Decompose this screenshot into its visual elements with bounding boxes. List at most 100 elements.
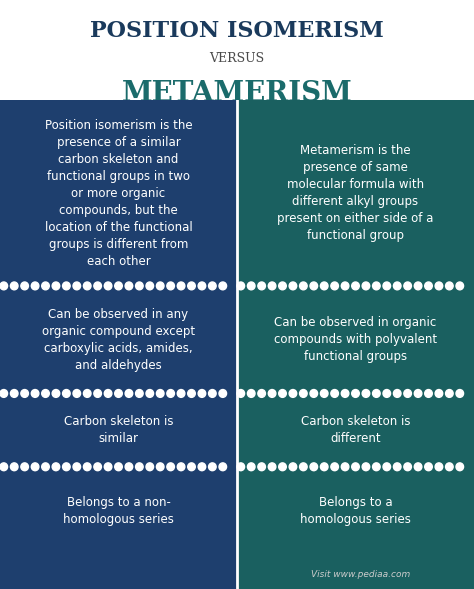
Circle shape — [320, 389, 328, 398]
Circle shape — [73, 389, 81, 398]
Circle shape — [177, 389, 185, 398]
Circle shape — [362, 463, 370, 471]
Circle shape — [331, 282, 338, 290]
Circle shape — [125, 282, 133, 290]
Circle shape — [362, 282, 370, 290]
Circle shape — [341, 282, 349, 290]
Circle shape — [136, 282, 143, 290]
Circle shape — [300, 463, 307, 471]
Circle shape — [198, 389, 206, 398]
Circle shape — [300, 282, 307, 290]
Circle shape — [146, 389, 154, 398]
Bar — [237, 100, 474, 589]
Circle shape — [198, 463, 206, 471]
Circle shape — [268, 463, 276, 471]
Circle shape — [94, 389, 101, 398]
Circle shape — [279, 463, 286, 471]
Text: Position isomerism is the
presence of a similar
carbon skeleton and
functional g: Position isomerism is the presence of a … — [45, 118, 192, 267]
Text: METAMERISM: METAMERISM — [122, 80, 352, 107]
Circle shape — [115, 463, 122, 471]
Circle shape — [0, 463, 8, 471]
Circle shape — [393, 282, 401, 290]
Circle shape — [435, 389, 443, 398]
Circle shape — [393, 389, 401, 398]
Circle shape — [0, 282, 8, 290]
Circle shape — [73, 282, 81, 290]
Circle shape — [10, 389, 18, 398]
Circle shape — [177, 282, 185, 290]
Circle shape — [300, 389, 307, 398]
Circle shape — [446, 389, 453, 398]
Circle shape — [167, 282, 174, 290]
Circle shape — [362, 389, 370, 398]
Circle shape — [42, 463, 49, 471]
Circle shape — [352, 282, 359, 290]
Text: Visit www.pediaa.com: Visit www.pediaa.com — [310, 570, 410, 579]
Circle shape — [435, 463, 443, 471]
Circle shape — [341, 389, 349, 398]
Text: Belongs to a non-
homologous series: Belongs to a non- homologous series — [63, 496, 174, 526]
Circle shape — [352, 389, 359, 398]
Circle shape — [94, 282, 101, 290]
Circle shape — [414, 389, 422, 398]
Circle shape — [425, 463, 432, 471]
Circle shape — [94, 463, 101, 471]
Circle shape — [425, 282, 432, 290]
Circle shape — [456, 463, 464, 471]
Circle shape — [310, 463, 318, 471]
Circle shape — [188, 463, 195, 471]
Circle shape — [404, 389, 411, 398]
Circle shape — [52, 282, 60, 290]
Circle shape — [125, 389, 133, 398]
Circle shape — [446, 463, 453, 471]
Circle shape — [258, 282, 265, 290]
Circle shape — [331, 389, 338, 398]
Circle shape — [352, 463, 359, 471]
Circle shape — [63, 282, 70, 290]
Circle shape — [21, 389, 28, 398]
Circle shape — [31, 282, 39, 290]
Circle shape — [237, 389, 245, 398]
Text: Carbon skeleton is
similar: Carbon skeleton is similar — [64, 415, 173, 445]
Circle shape — [383, 282, 391, 290]
Circle shape — [104, 389, 112, 398]
Circle shape — [383, 463, 391, 471]
Circle shape — [136, 463, 143, 471]
Circle shape — [456, 282, 464, 290]
Circle shape — [404, 463, 411, 471]
Circle shape — [156, 389, 164, 398]
Circle shape — [10, 463, 18, 471]
Circle shape — [10, 282, 18, 290]
Circle shape — [279, 282, 286, 290]
Circle shape — [237, 282, 245, 290]
Circle shape — [63, 463, 70, 471]
Circle shape — [414, 282, 422, 290]
Circle shape — [446, 282, 453, 290]
Circle shape — [237, 463, 245, 471]
Circle shape — [373, 463, 380, 471]
Circle shape — [393, 463, 401, 471]
Circle shape — [167, 463, 174, 471]
Circle shape — [21, 282, 28, 290]
Circle shape — [83, 282, 91, 290]
Circle shape — [125, 463, 133, 471]
Circle shape — [104, 282, 112, 290]
Circle shape — [383, 389, 391, 398]
Circle shape — [52, 389, 60, 398]
Circle shape — [146, 282, 154, 290]
Circle shape — [42, 282, 49, 290]
Circle shape — [188, 389, 195, 398]
Text: Can be observed in any
organic compound except
carboxylic acids, amides,
and ald: Can be observed in any organic compound … — [42, 307, 195, 372]
Circle shape — [289, 389, 297, 398]
Circle shape — [115, 282, 122, 290]
Circle shape — [258, 463, 265, 471]
Circle shape — [258, 389, 265, 398]
Circle shape — [310, 389, 318, 398]
Circle shape — [63, 389, 70, 398]
Circle shape — [219, 282, 227, 290]
Circle shape — [83, 389, 91, 398]
Text: Metamerism is the
presence of same
molecular formula with
different alkyl groups: Metamerism is the presence of same molec… — [277, 144, 434, 242]
Circle shape — [209, 463, 216, 471]
Circle shape — [404, 282, 411, 290]
Circle shape — [341, 463, 349, 471]
